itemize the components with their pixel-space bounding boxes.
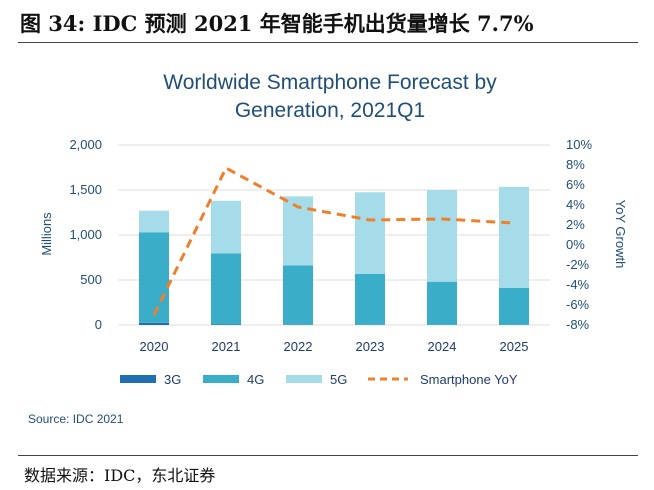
x-tick-label: 2021 <box>212 339 241 354</box>
y-tick-label: 0 <box>95 317 102 332</box>
bars <box>139 186 529 325</box>
chart-title-line1: Worldwide Smartphone Forecast by <box>163 71 497 94</box>
bar-4g-2021 <box>211 253 241 325</box>
bar-5g-2025 <box>499 186 529 289</box>
legend-swatch <box>203 375 239 383</box>
bar-4g-2024 <box>427 281 457 325</box>
chart: Worldwide Smartphone Forecast by Generat… <box>28 71 628 426</box>
yoy-line <box>152 165 515 316</box>
y2-tick-label: 6% <box>566 177 585 192</box>
bottom-divider <box>18 455 638 456</box>
y-tick-label: 1,500 <box>69 182 102 197</box>
y-axis-ticks: 0 500 1,000 1,500 2,000 <box>69 137 102 332</box>
bar-5g-2024 <box>427 190 457 282</box>
bar-4g-2023 <box>355 273 385 325</box>
x-tick-label: 2025 <box>500 339 529 354</box>
bar-4g-2025 <box>499 288 529 325</box>
x-tick-label: 2024 <box>428 339 457 354</box>
y-tick-label: 1,000 <box>69 227 102 242</box>
legend-label: Smartphone YoY <box>420 372 518 387</box>
x-axis-ticks: 2020 2021 2022 2023 2024 2025 <box>140 339 529 354</box>
bar-5g-2021 <box>211 200 241 254</box>
y2-axis-ticks: -8% -6% -4% -2% 0% 2% 4% 6% 8% 10% <box>566 137 592 332</box>
y2-tick-label: 8% <box>566 157 585 172</box>
bar-3g-2020 <box>139 322 169 325</box>
legend-swatch <box>120 375 156 383</box>
x-tick-label: 2020 <box>140 339 169 354</box>
y-tick-label: 500 <box>80 272 102 287</box>
bar-4g-2022 <box>283 265 313 325</box>
yoy-series-line <box>152 165 515 316</box>
chart-source-note: Source: IDC 2021 <box>28 412 124 426</box>
y2-tick-label: 2% <box>566 217 585 232</box>
y2-tick-label: 4% <box>566 197 585 212</box>
x-tick-label: 2022 <box>284 339 313 354</box>
y2-tick-label: -8% <box>566 317 590 332</box>
legend: 3G 4G 5G Smartphone YoY <box>120 372 518 387</box>
figure-title: 图 34: IDC 预测 2021 年智能手机出货量增长 7.7% <box>20 11 534 36</box>
y-tick-label: 2,000 <box>69 137 102 152</box>
y2-tick-label: -4% <box>566 277 590 292</box>
figure-source: 数据来源：IDC，东北证券 <box>24 466 216 485</box>
legend-label: 3G <box>164 372 181 387</box>
x-tick-label: 2023 <box>356 339 385 354</box>
grid <box>118 144 550 326</box>
y2-tick-label: 0% <box>566 237 585 252</box>
bar-5g-2020 <box>139 210 169 233</box>
chart-title-line2: Generation, 2021Q1 <box>235 99 425 122</box>
legend-label: 4G <box>247 372 264 387</box>
bar-4g-2020 <box>139 232 169 323</box>
y2-axis-label: YoY Growth <box>613 200 628 269</box>
y2-tick-label: -2% <box>566 257 590 272</box>
y2-tick-label: -6% <box>566 297 590 312</box>
y2-tick-label: 10% <box>566 137 592 152</box>
y-axis-label: Millions <box>39 212 54 256</box>
legend-label: 5G <box>330 372 347 387</box>
bar-5g-2023 <box>355 192 385 274</box>
legend-swatch <box>286 375 322 383</box>
top-divider <box>18 42 638 43</box>
